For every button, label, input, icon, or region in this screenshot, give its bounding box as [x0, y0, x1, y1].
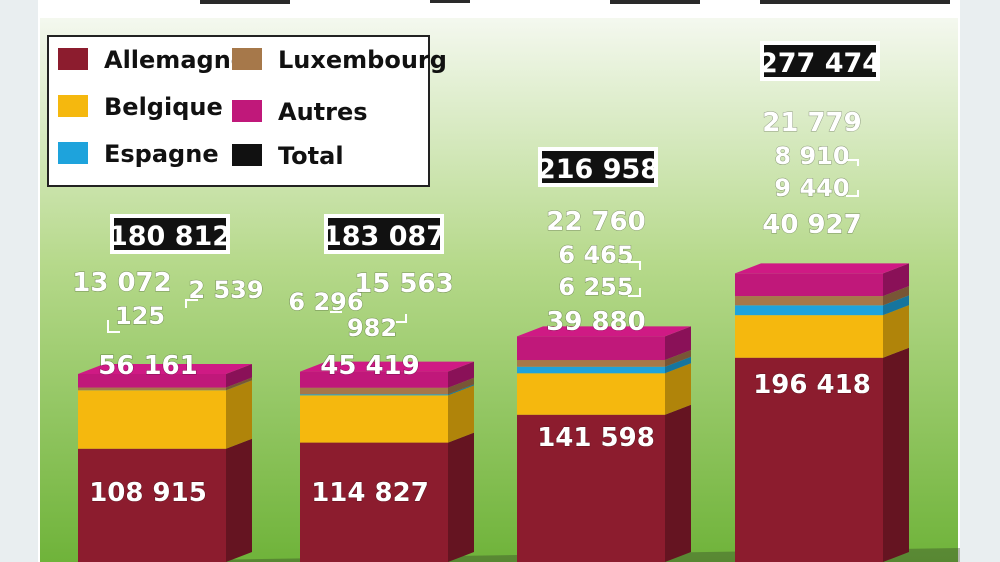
legend-label: Espagne [104, 140, 219, 168]
legend-item-luxembourg: Luxembourg [232, 46, 447, 74]
legend-label: Belgique [104, 93, 223, 121]
legend-label: Allemagne [104, 46, 247, 74]
value-label-belgique-3: 39 880 [546, 307, 646, 337]
value-label-autres-3: 22 760 [546, 207, 646, 237]
value-label-autres-4: 21 779 [762, 108, 862, 138]
leader-line [846, 190, 859, 197]
bar-segment-luxembourg-3 [517, 350, 691, 367]
bar-segment-espagne-3 [517, 356, 691, 374]
bar-segment-espagne-2 [300, 384, 474, 396]
legend-item-belgique: Belgique [58, 93, 223, 121]
legend-swatch [232, 144, 262, 166]
bar-segment-autres-3 [517, 326, 691, 361]
legend: Allemagne Belgique Espagne Luxembourg Autres… [47, 35, 447, 187]
bar-segment-autres-4 [735, 263, 909, 297]
legend-swatch [58, 142, 88, 164]
total-label-2: 183 087 [323, 214, 445, 254]
value-label-espagne-2: 982 [347, 314, 397, 342]
value-label-belgique-4: 40 927 [762, 210, 862, 240]
legend-item-allemagne: Allemagne [58, 46, 247, 74]
bar-segment-autres-1 [78, 363, 252, 388]
title-strip [200, 0, 950, 4]
leader-line [628, 261, 641, 270]
value-label-luxembourg-4: 8 910 [774, 142, 849, 170]
bar-top-1 [78, 363, 252, 374]
bar-segment-belgique-2 [300, 385, 474, 443]
value-label-autres-2: 15 563 [354, 269, 454, 299]
leader-line [107, 320, 120, 333]
bar-segment-allemagne-2 [300, 432, 474, 562]
leader-line [628, 288, 641, 297]
value-label-allemagne-2: 114 827 [311, 478, 429, 508]
value-label-espagne-4: 9 440 [774, 174, 849, 202]
legend-swatch [58, 95, 88, 117]
bar-segment-allemagne-3 [517, 404, 691, 562]
leader-line [185, 299, 198, 308]
total-label-1: 180 812 [109, 214, 231, 254]
value-label-allemagne-1: 108 915 [89, 478, 207, 508]
svg-text:277 474: 277 474 [759, 48, 881, 79]
bar-segment-luxembourg-1 [78, 377, 252, 391]
bar-segment-espagne-1 [78, 380, 252, 391]
value-label-luxembourg-1: 2 539 [188, 276, 263, 304]
svg-text:180 812: 180 812 [109, 221, 231, 252]
value-label-luxembourg-3: 6 465 [558, 241, 633, 269]
bar-segment-espagne-4 [735, 295, 909, 316]
value-label-allemagne-3: 141 598 [537, 423, 655, 453]
legend-item-espagne: Espagne [58, 140, 219, 168]
value-label-autres-1: 13 072 [72, 268, 172, 298]
total-label-4: 277 474 [759, 41, 881, 81]
bar-segment-allemagne-1 [78, 438, 252, 562]
svg-text:216 958: 216 958 [537, 154, 659, 185]
bar-segment-luxembourg-2 [300, 377, 474, 395]
legend-label: Total [278, 142, 344, 170]
bar-segment-belgique-4 [735, 305, 909, 358]
bar-top-3 [517, 326, 691, 337]
bar-top-2 [300, 361, 474, 372]
value-label-belgique-1: 56 161 [98, 351, 198, 381]
value-label-allemagne-4: 196 418 [753, 370, 871, 400]
value-label-espagne-1: 125 [115, 302, 165, 330]
bar-segment-belgique-3 [517, 363, 691, 415]
legend-label: Luxembourg [278, 46, 447, 74]
bar-segment-belgique-1 [78, 380, 252, 449]
legend-label: Autres [278, 98, 368, 126]
legend-item-total: Total [232, 142, 344, 170]
bar-top-4 [735, 263, 909, 274]
total-label-3: 216 958 [537, 147, 659, 187]
value-label-espagne-3: 6 255 [558, 273, 633, 301]
legend-swatch [232, 48, 262, 70]
value-label-luxembourg-2: 6 296 [288, 288, 363, 316]
leader-line [396, 314, 407, 323]
leader-line [846, 159, 859, 166]
legend-item-autres: Autres [232, 98, 368, 126]
legend-swatch [58, 48, 88, 70]
bar-segment-allemagne-4 [735, 347, 909, 562]
value-label-belgique-2: 45 419 [320, 351, 420, 381]
legend-swatch [232, 100, 262, 122]
svg-text:183 087: 183 087 [323, 221, 445, 252]
bar-segment-luxembourg-4 [735, 286, 909, 306]
bar-segment-autres-2 [300, 361, 474, 388]
